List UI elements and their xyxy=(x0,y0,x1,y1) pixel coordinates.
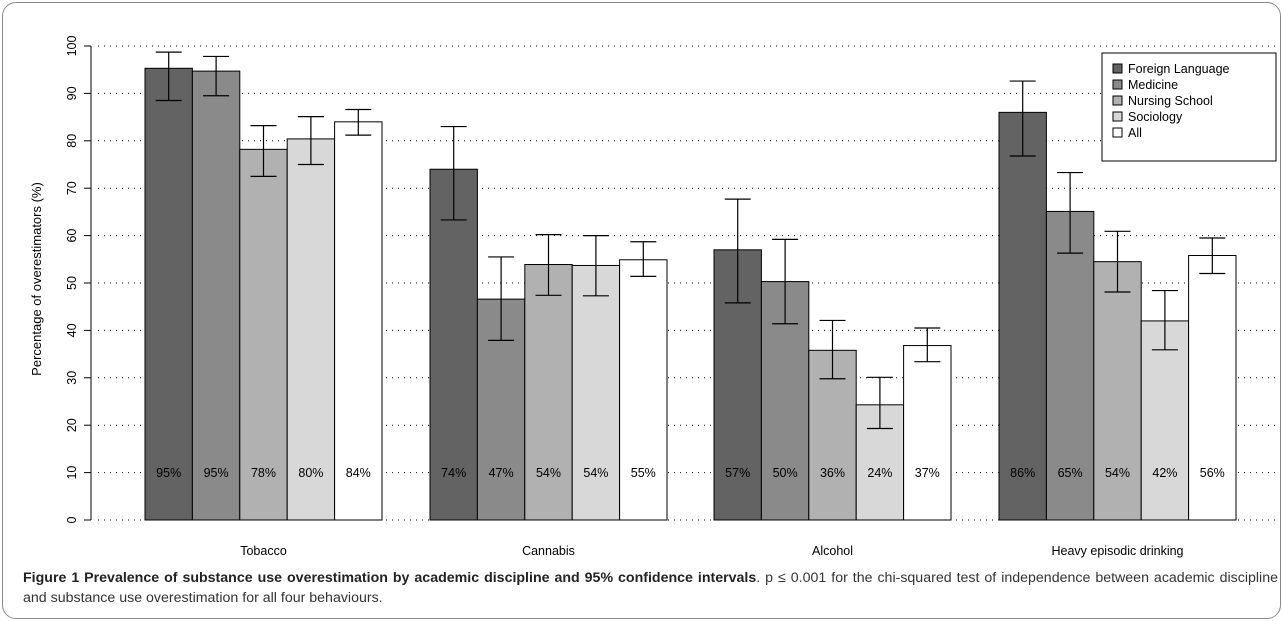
y-tick-label: 80 xyxy=(65,134,79,148)
legend-swatch xyxy=(1112,95,1123,106)
legend-swatch xyxy=(1112,79,1123,90)
data-label: 55% xyxy=(631,466,656,480)
legend-label: Nursing School xyxy=(1128,94,1213,108)
data-label: 54% xyxy=(1105,466,1130,480)
data-label: 50% xyxy=(773,466,798,480)
category-label: Heavy episodic drinking xyxy=(1051,544,1183,558)
y-tick-label: 60 xyxy=(65,229,79,243)
data-label: 56% xyxy=(1200,466,1225,480)
bar xyxy=(239,148,288,521)
bar xyxy=(903,345,952,521)
bar-chart: 0 10 20 30 40 50 60 70 80 90 100 95% 74% 57% 86% 95% 47… xyxy=(29,36,1280,558)
legend-label: Foreign Language xyxy=(1128,62,1230,76)
y-tick-label: 40 xyxy=(65,323,79,337)
category-label: Tobacco xyxy=(240,544,287,558)
data-label: 80% xyxy=(298,466,323,480)
y-tick-label: 50 xyxy=(65,276,79,290)
bar xyxy=(191,70,241,521)
y-tick-label: 90 xyxy=(65,86,79,100)
category-label: Alcohol xyxy=(812,544,853,558)
legend-swatch xyxy=(1112,127,1123,138)
data-label: 42% xyxy=(1152,466,1177,480)
y-tick-label: 10 xyxy=(65,466,79,480)
data-label: 54% xyxy=(536,466,561,480)
data-label: 54% xyxy=(583,466,608,480)
legend-label: All xyxy=(1128,126,1142,140)
legend: Foreign Language Medicine Nursing School So… xyxy=(1101,52,1277,162)
data-label: 84% xyxy=(346,466,371,480)
legend-label: Medicine xyxy=(1128,78,1178,92)
data-label: 24% xyxy=(867,466,892,480)
legend-label: Sociology xyxy=(1128,110,1183,124)
bars xyxy=(144,51,1237,521)
bar xyxy=(571,264,621,521)
figure-caption: Figure 1 Prevalence of substance use ove… xyxy=(23,568,1278,608)
caption-title: Figure 1 Prevalence of substance use ove… xyxy=(23,570,757,586)
y-tick-label: 100 xyxy=(65,36,79,57)
data-label: 37% xyxy=(915,466,940,480)
legend-box xyxy=(1101,52,1277,162)
data-label: 95% xyxy=(156,466,181,480)
data-label: 74% xyxy=(441,466,466,480)
y-axis-title: Percentage of overestimators (%) xyxy=(29,182,44,376)
y-tick-label: 0 xyxy=(65,516,79,523)
y-tick-label: 70 xyxy=(65,181,79,195)
data-label: 57% xyxy=(725,466,750,480)
data-label: 95% xyxy=(204,466,229,480)
bar xyxy=(429,168,478,521)
caption-text: . p ≤ 0.001 for the chi-squared test of … xyxy=(23,570,1278,606)
x-axis-categories: Tobacco Cannabis Alcohol Heavy episodic dri… xyxy=(240,544,1183,558)
bar xyxy=(1188,255,1237,521)
bar xyxy=(144,67,193,521)
data-label: 36% xyxy=(820,466,845,480)
data-label: 78% xyxy=(251,466,276,480)
bar xyxy=(1140,320,1190,521)
category-label: Cannabis xyxy=(522,544,575,558)
data-label: 65% xyxy=(1058,466,1083,480)
bar xyxy=(334,121,383,521)
bar xyxy=(1093,261,1142,521)
y-tick-label: 20 xyxy=(65,418,79,432)
bar xyxy=(619,259,668,521)
y-axis: 0 10 20 30 40 50 60 70 80 90 100 xyxy=(65,36,92,523)
y-tick-label: 30 xyxy=(65,371,79,385)
bar xyxy=(524,264,573,521)
bar xyxy=(998,111,1047,521)
legend-swatch xyxy=(1112,63,1123,74)
data-labels: 95% 74% 57% 86% 95% 47% 50% 65% 78% 54% 36% 54% 80% 5… xyxy=(156,466,1225,480)
data-label: 47% xyxy=(489,466,514,480)
data-label: 86% xyxy=(1010,466,1035,480)
bar xyxy=(286,138,336,521)
bar xyxy=(1045,210,1095,521)
legend-swatch xyxy=(1112,111,1123,122)
